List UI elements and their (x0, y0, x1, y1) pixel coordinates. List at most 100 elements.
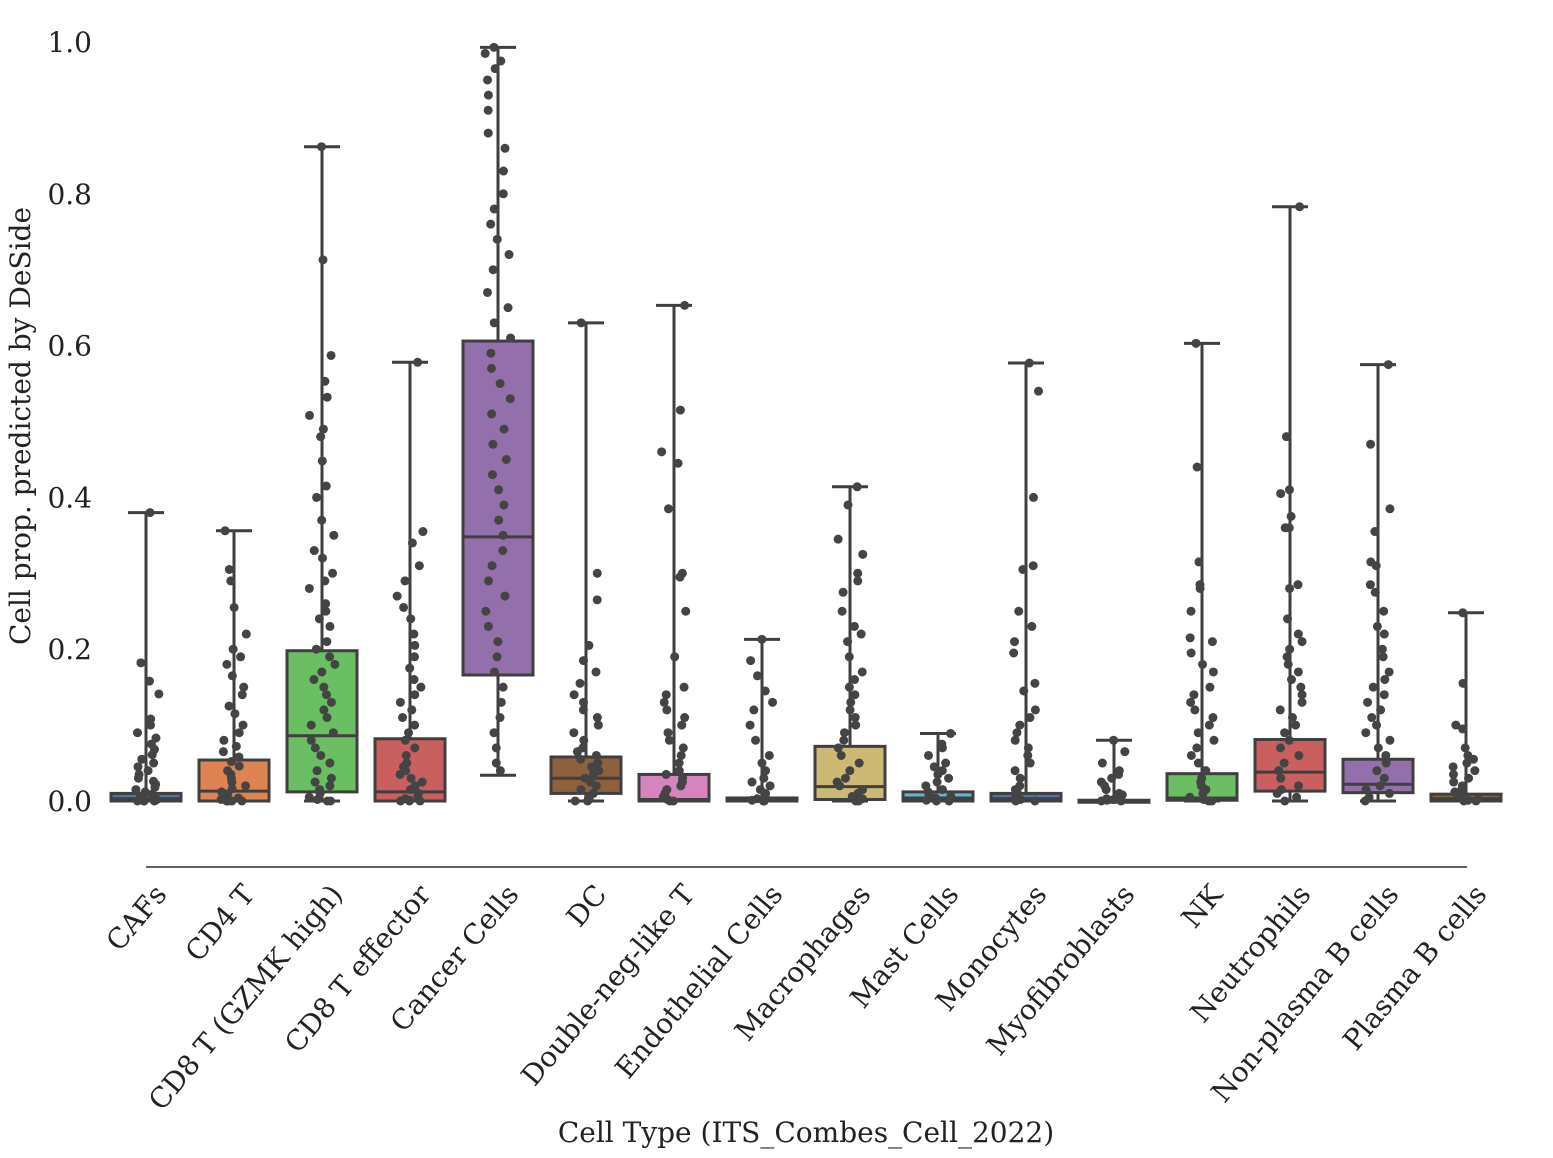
strip-point (1025, 713, 1035, 723)
strip-point (838, 587, 848, 597)
strip-point (1023, 750, 1033, 760)
strip-point (1297, 690, 1307, 700)
strip-point (1292, 792, 1302, 802)
strip-point (486, 348, 496, 358)
strip-point (1030, 705, 1040, 715)
strip-point (487, 409, 497, 419)
strip-point (1287, 713, 1297, 723)
strip-point (501, 454, 511, 464)
strip-point (765, 781, 775, 791)
strip-point (854, 758, 864, 768)
strip-point (570, 796, 580, 806)
strip-point (404, 796, 414, 806)
strip-point (1295, 202, 1305, 212)
strip-point (224, 701, 234, 711)
strip-point (143, 766, 153, 776)
strip-point (149, 758, 159, 768)
strip-point (132, 796, 142, 806)
strip-point (1193, 758, 1203, 768)
strip-point (572, 747, 582, 757)
strip-point (312, 492, 322, 502)
strip-point (498, 166, 508, 176)
strip-point (1019, 686, 1029, 696)
strip-point (1276, 489, 1286, 499)
strip-point (837, 606, 847, 616)
strip-point (493, 637, 503, 647)
strip-point (663, 504, 673, 514)
strip-point (923, 750, 933, 760)
strip-point (941, 758, 951, 768)
strip-point (1015, 773, 1025, 783)
strip-point (1034, 386, 1044, 396)
strip-point (234, 752, 244, 762)
strip-point (406, 773, 416, 783)
strip-point (322, 392, 332, 402)
strip-point (680, 713, 690, 723)
strip-point (1192, 462, 1202, 472)
strip-point (239, 682, 249, 692)
strip-point (1373, 743, 1383, 753)
strip-point (858, 549, 868, 559)
x-axis-title: Cell Type (ITS_Combes_Cell_2022) (558, 1116, 1054, 1149)
strip-point (236, 652, 246, 662)
strip-point (1384, 788, 1394, 798)
strip-point (937, 743, 947, 753)
strip-point (401, 750, 411, 760)
strip-point (835, 781, 845, 791)
strip-point (316, 142, 326, 152)
strip-point (150, 782, 160, 792)
strip-point (416, 682, 426, 692)
strip-point (1186, 648, 1196, 658)
strip-point (1028, 492, 1038, 502)
strip-point (326, 350, 336, 360)
strip-point (317, 553, 327, 563)
strip-point (681, 606, 691, 616)
strip-point (498, 189, 508, 199)
strip-point (483, 90, 493, 100)
strip-point (569, 690, 579, 700)
strip-point (405, 785, 415, 795)
strip-point (1018, 565, 1028, 575)
strip-point (1023, 743, 1033, 753)
strip-point (1366, 439, 1376, 449)
strip-point (400, 735, 410, 745)
strip-point (489, 204, 499, 214)
y-tick-label: 1.0 (47, 26, 92, 59)
strip-point (1285, 583, 1295, 593)
strip-point (1361, 785, 1371, 795)
strip-point (932, 777, 942, 787)
strip-point (319, 682, 329, 692)
strip-point (218, 747, 228, 757)
strip-point (409, 675, 419, 685)
y-axis-title: Cell prop. predicted by DeSide (4, 207, 37, 645)
strip-point (1371, 561, 1381, 571)
y-tick-label: 0.6 (47, 330, 92, 363)
strip-point (1376, 705, 1386, 715)
strip-point (575, 678, 585, 688)
strip-point (1208, 713, 1218, 723)
strip-point (312, 766, 322, 776)
strip-point (406, 614, 416, 624)
strip-point (1028, 561, 1038, 571)
strip-point (758, 796, 768, 806)
strip-point (407, 538, 417, 548)
strip-point (495, 379, 505, 389)
x-tick-label: NK (1175, 877, 1230, 934)
strip-point (325, 796, 335, 806)
strip-point (933, 769, 943, 779)
strip-point (680, 300, 690, 310)
strip-point (1109, 735, 1119, 745)
strip-point (1207, 637, 1217, 647)
strip-point (844, 682, 854, 692)
strip-point (1372, 766, 1382, 776)
strip-point (839, 735, 849, 745)
strip-point (1294, 750, 1304, 760)
strip-point (304, 583, 314, 593)
strip-point (1009, 637, 1019, 647)
strip-point (1458, 608, 1468, 618)
strip-point (316, 432, 326, 442)
strip-point (320, 576, 330, 586)
strip-point (322, 637, 332, 647)
strip-point (1285, 644, 1295, 654)
box-monocytes (989, 361, 1063, 803)
